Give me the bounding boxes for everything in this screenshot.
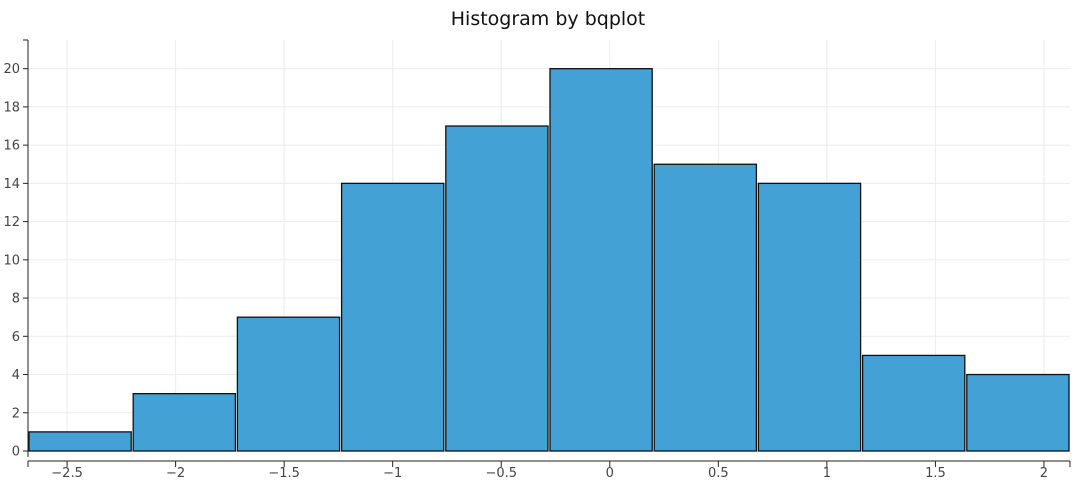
y-tick-label: 18 xyxy=(3,100,20,115)
x-tick-label: 1.5 xyxy=(925,466,946,481)
x-tick-label: 0 xyxy=(606,466,614,481)
y-tick-label: 12 xyxy=(3,215,20,230)
histogram-bar xyxy=(445,125,549,452)
y-tick-label: 8 xyxy=(12,292,20,307)
histogram-bar xyxy=(757,182,862,452)
x-tick-label: 0.5 xyxy=(708,466,729,481)
y-tick-label: 2 xyxy=(12,406,20,421)
y-tick-label: 4 xyxy=(12,368,20,383)
x-tick-label: −0.5 xyxy=(485,466,517,481)
histogram-bar xyxy=(653,163,758,452)
y-tick-label: 6 xyxy=(12,330,20,345)
x-tick-label: −1.5 xyxy=(268,466,300,481)
y-tick-label: 14 xyxy=(3,177,20,192)
chart-title: Histogram by bqplot xyxy=(451,8,645,30)
histogram-bars xyxy=(28,68,1070,452)
histogram-bar xyxy=(549,68,653,452)
x-tick-label: 2 xyxy=(1040,466,1048,481)
x-tick-label: −1 xyxy=(383,466,402,481)
y-tick-label: 0 xyxy=(12,445,20,460)
tick-labels: −2.5 −2 −1.5 −1 −0.5 0 0.5 1 1.5 2024681012141618… xyxy=(3,62,1048,481)
histogram-bar xyxy=(132,393,237,452)
histogram-bar xyxy=(966,373,1070,452)
histogram-bar xyxy=(236,316,341,452)
histogram-bar xyxy=(340,182,445,452)
y-tick-label: 16 xyxy=(3,139,20,154)
x-tick-label: −2 xyxy=(166,466,185,481)
y-tick-label: 10 xyxy=(3,253,20,268)
axes xyxy=(23,39,1071,467)
histogram-bar xyxy=(28,431,132,452)
histogram-bar xyxy=(861,354,966,452)
y-tick-label: 20 xyxy=(3,62,20,77)
x-tick-label: −2.5 xyxy=(51,466,83,481)
x-tick-label: 1 xyxy=(823,466,831,481)
